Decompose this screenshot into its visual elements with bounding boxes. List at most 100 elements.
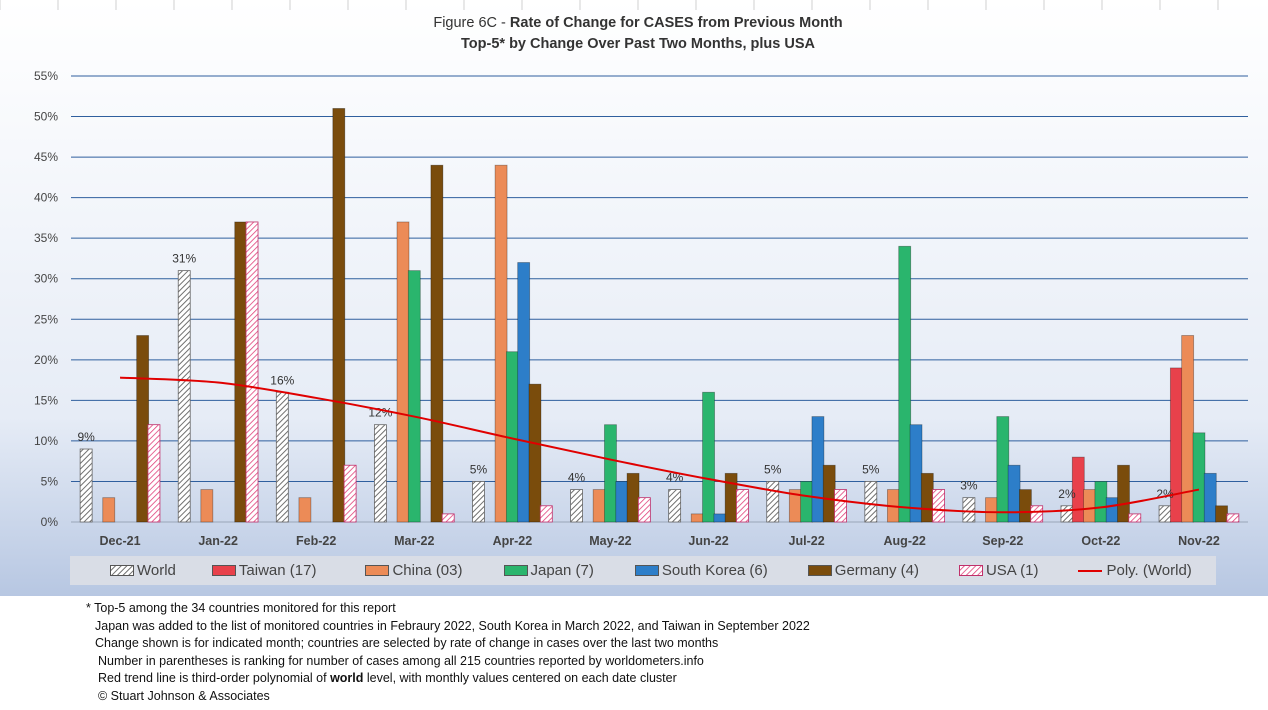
legend-swatch-germany bbox=[807, 565, 832, 576]
footnote-line-5-pre: Red trend line is third-order polynomial… bbox=[98, 671, 331, 686]
bar-china bbox=[1181, 335, 1195, 523]
data-label-world: 5% bbox=[862, 462, 880, 476]
bar-germany bbox=[822, 464, 836, 523]
chart-area: Figure 6C - Rate of Change for CASES fro… bbox=[0, 0, 1268, 596]
legend-item-poly-world: Poly. (World) bbox=[1078, 562, 1192, 579]
bar-world bbox=[1060, 505, 1074, 523]
bar-china bbox=[396, 221, 410, 523]
bar-germany bbox=[1117, 464, 1130, 523]
x-tick-label: Mar-22 bbox=[394, 534, 434, 548]
footnote-line-5: Red trend line is third-order polynomial… bbox=[98, 670, 810, 688]
bar-south bbox=[1203, 472, 1217, 523]
bar-china bbox=[1083, 489, 1096, 523]
footnote-line-5-post: level, with monthly values centered on e… bbox=[363, 671, 677, 686]
bar-south bbox=[1105, 497, 1119, 523]
bar-germany bbox=[234, 221, 248, 523]
footnote-line-2: Japan was added to the list of monitored… bbox=[95, 618, 810, 633]
legend-item-taiwan: Taiwan (17) bbox=[211, 562, 316, 579]
bar-germany bbox=[920, 472, 934, 523]
x-tick-label: Apr-22 bbox=[493, 534, 533, 548]
bar-germany bbox=[1018, 489, 1032, 523]
bar-japan bbox=[996, 416, 1010, 523]
bar-china bbox=[200, 489, 214, 523]
data-label-world: 31% bbox=[172, 252, 196, 266]
x-axis: Dec-21 Jan-22 Feb-22 Mar-22 Apr-22 May-22 Jun-… bbox=[100, 534, 1220, 548]
bar-china bbox=[102, 497, 116, 523]
legend-item-japan: Japan (7) bbox=[503, 562, 594, 579]
bar-germany bbox=[136, 335, 150, 523]
bar-germany bbox=[332, 108, 346, 523]
legend-label-world: World bbox=[137, 562, 176, 579]
y-axis: 0% 5% 10% 15% 20% 25% 30% 35% 40% 45% 50% 55% bbox=[34, 69, 58, 529]
x-tick-label: May-22 bbox=[589, 534, 631, 548]
legend: World Taiwan (17) China (03) Japan (7) S… bbox=[70, 556, 1216, 585]
bar-world bbox=[766, 481, 780, 523]
y-tick-label: 30% bbox=[34, 272, 58, 286]
legend-item-usa: USA (1) bbox=[958, 562, 1038, 579]
footnote-line-5-bold: world bbox=[330, 671, 364, 686]
legend-label-germany: Germany (4) bbox=[834, 562, 919, 579]
bar-south bbox=[517, 262, 531, 523]
bar-china bbox=[494, 164, 508, 523]
bar-usa bbox=[1128, 513, 1142, 523]
bar-world bbox=[79, 448, 93, 523]
bar-south bbox=[713, 513, 727, 523]
bar-japan bbox=[800, 481, 814, 523]
chart-svg: Figure 6C - Rate of Change for CASES fro… bbox=[0, 0, 1268, 596]
bar-world bbox=[177, 270, 191, 523]
legend-item-germany: Germany (4) bbox=[807, 562, 919, 579]
legend-label-poly-world: Poly. (World) bbox=[1106, 562, 1192, 579]
top-separators bbox=[0, 0, 1219, 10]
data-label-world: 16% bbox=[270, 373, 294, 387]
y-tick-label: 40% bbox=[34, 191, 58, 205]
x-tick-label: Jun-22 bbox=[688, 534, 728, 548]
bar-germany bbox=[724, 472, 738, 523]
legend-swatch-south-korea bbox=[634, 565, 659, 576]
bar-world bbox=[472, 481, 485, 523]
legend-swatch-taiwan bbox=[211, 565, 236, 576]
legend-swatch-poly-world bbox=[1078, 569, 1103, 572]
data-label-world: 2% bbox=[1156, 487, 1174, 501]
bar-japan bbox=[898, 245, 912, 523]
x-tick-label: Feb-22 bbox=[296, 534, 336, 548]
footnote-line-1: * Top-5 among the 34 countries monitored… bbox=[86, 601, 396, 615]
y-tick-label: 45% bbox=[34, 150, 58, 164]
x-tick-label: Nov-22 bbox=[1178, 534, 1220, 548]
bar-usa bbox=[1030, 505, 1044, 523]
legend-swatch-usa bbox=[958, 565, 983, 576]
x-tick-label: Jan-22 bbox=[198, 534, 238, 548]
legend-swatch-japan bbox=[503, 565, 528, 576]
bar-world bbox=[1158, 505, 1172, 523]
bar-world bbox=[570, 489, 583, 523]
legend-label-china: China (03) bbox=[392, 562, 463, 579]
bar-usa bbox=[441, 513, 455, 523]
x-tick-label: Oct-22 bbox=[1081, 534, 1120, 548]
chart-title: Figure 6C - Rate of Change for CASES fro… bbox=[433, 15, 842, 31]
data-label-world: 9% bbox=[77, 430, 95, 444]
bar-japan bbox=[1094, 481, 1108, 523]
bars bbox=[79, 108, 1240, 523]
x-tick-label: Dec-21 bbox=[100, 534, 141, 548]
x-tick-label: Sep-22 bbox=[982, 534, 1023, 548]
bar-usa bbox=[1226, 513, 1240, 523]
bar-germany bbox=[626, 472, 640, 523]
bar-world bbox=[864, 481, 878, 523]
data-label-world: 2% bbox=[1058, 487, 1076, 501]
bar-usa bbox=[932, 489, 946, 523]
bar-germany bbox=[1215, 505, 1228, 523]
legend-item-world: World bbox=[110, 562, 176, 579]
data-label-world: 4% bbox=[568, 471, 586, 485]
bar-world bbox=[668, 489, 682, 523]
bar-usa bbox=[736, 489, 749, 523]
bar-china bbox=[592, 489, 606, 523]
y-tick-label: 10% bbox=[34, 434, 58, 448]
bar-usa bbox=[834, 489, 847, 523]
trendline bbox=[119, 376, 1200, 514]
bar-usa bbox=[245, 221, 259, 523]
legend-item-china: China (03) bbox=[365, 562, 463, 579]
y-tick-label: 0% bbox=[41, 515, 59, 529]
bar-south bbox=[1007, 464, 1021, 523]
bar-usa bbox=[539, 505, 553, 523]
bar-south bbox=[811, 416, 825, 523]
data-label-world: 5% bbox=[764, 462, 782, 476]
